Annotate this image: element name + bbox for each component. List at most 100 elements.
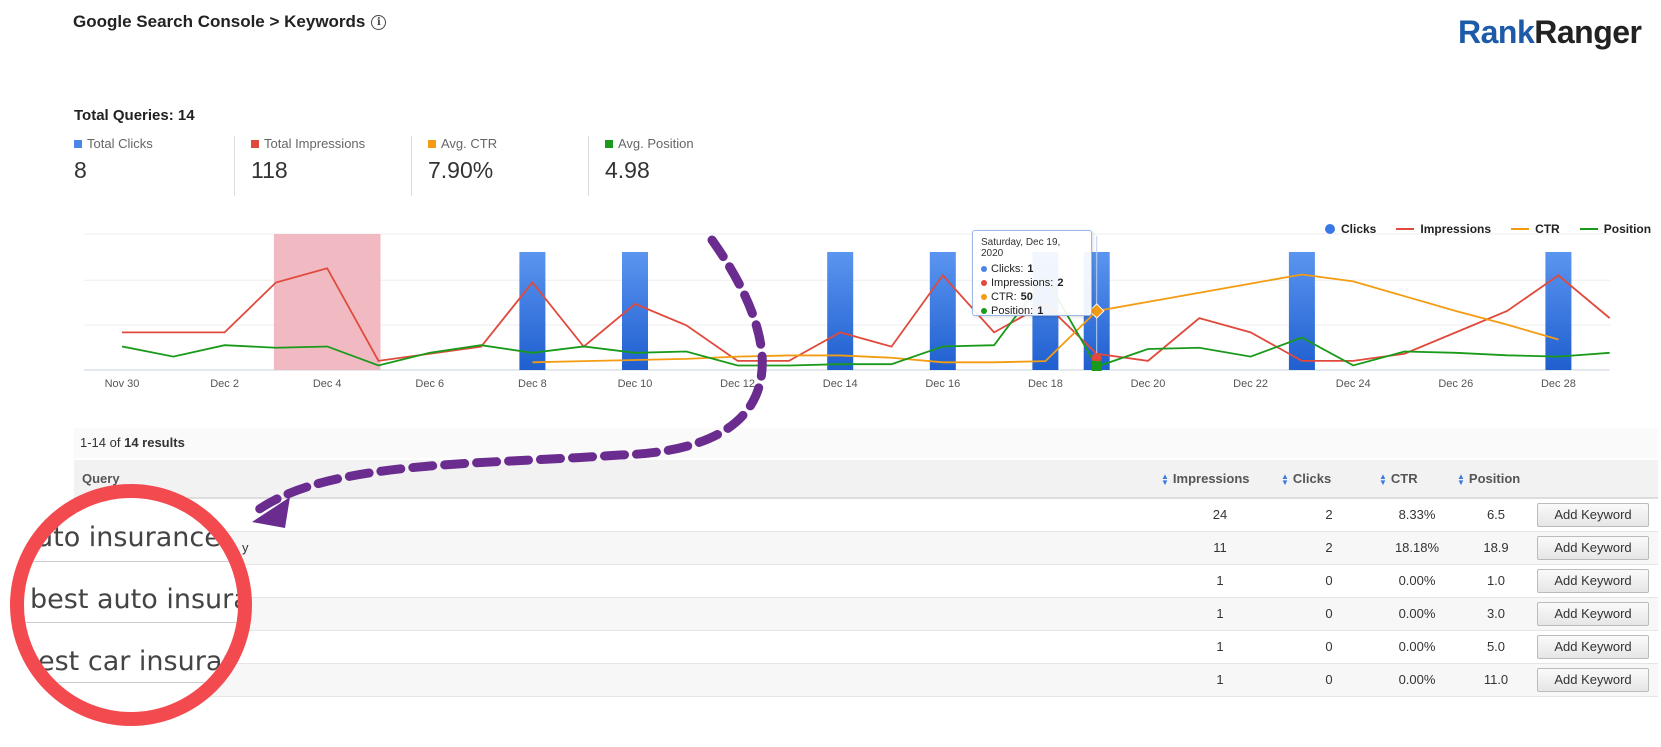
stat-avg-position: Avg. Position 4.98 [589,136,765,196]
chart-legend: Clicks Impressions CTR Position [1325,222,1651,236]
legend-impressions-marker [1396,228,1415,230]
add-keyword-button[interactable]: Add Keyword [1537,601,1649,626]
tooltip-ctr-dot [981,294,987,300]
stat-total-impressions: Total Impressions 118 [235,136,412,196]
tooltip-date: Saturday, Dec 19, 2020 [981,237,1061,259]
legend-position[interactable]: Position [1579,222,1651,236]
x-tick-label: Dec 28 [1541,378,1576,390]
x-tick-label: Dec 8 [518,378,547,390]
x-tick-label: Dec 12 [720,378,755,390]
cell-position: 6.5 [1486,507,1506,523]
cell-clicks: 2 [1325,540,1333,555]
sort-icon[interactable]: ▲ ▼ [1457,471,1465,487]
sort-icon[interactable]: ▲ ▼ [1281,471,1289,487]
tooltip-ctr-label: CTR: [991,291,1017,303]
cell-clicks: 0 [1325,606,1333,621]
results-count: 1-14 of 14 results [74,428,1658,458]
x-tick-label: Dec 18 [1028,378,1063,390]
legend-clicks[interactable]: Clicks [1325,222,1376,236]
cell-impressions: 24 [1212,507,1228,523]
cell-query: y [242,540,249,555]
col-clicks[interactable]: ▲ ▼ Clicks [1280,460,1378,498]
col-ctr-label: CTR [1390,471,1418,486]
col-query[interactable]: Query [82,471,120,486]
legend-ctr-marker [1511,228,1530,230]
stat-value: 4.98 [605,157,650,183]
impressions-swatch [251,139,259,148]
table-row: 1 0 0.00% 1.0 Add Keyword [74,564,1658,597]
stat-label: Total Clicks [87,136,153,151]
cell-action: Add Keyword [1536,630,1658,663]
x-tick-label: Dec 24 [1336,378,1371,390]
position-swatch [605,139,613,148]
total-queries: Total Queries: 14 [74,107,195,124]
zoom-divider [24,682,238,683]
tooltip-clicks-dot [981,266,987,272]
logo-ranger: Ranger [1534,14,1642,50]
cell-position: 18.9 [1483,540,1509,555]
legend-impressions[interactable]: Impressions [1396,222,1491,236]
tooltip-clicks-value: 1 [1027,263,1034,275]
tooltip-ctr-value: 50 [1020,291,1033,303]
legend-clicks-marker [1325,224,1335,234]
cell-impressions: 1 [1216,606,1224,621]
keywords-chart[interactable]: Nov 30 Dec 2 Dec 4 Dec 6 Dec 8 Dec 10 Dec 12 De… [0,220,1661,420]
position-marker [1091,361,1102,371]
tooltip-impressions-value: 2 [1057,277,1064,289]
cell-position: 3.0 [1486,606,1506,621]
chart-tooltip: Saturday, Dec 19, 2020 Clicks: 1 Impressi… [972,230,1092,317]
x-tick-label: Dec 14 [823,378,858,390]
tooltip-impressions-dot [981,280,987,286]
cell-impressions: 1 [1216,639,1224,654]
table-row: 24 2 8.33% 6.5 Add Keyword [74,498,1658,531]
stat-value: 7.90% [428,157,494,183]
sort-icon[interactable]: ▲ ▼ [1161,471,1169,487]
col-position-label: Position [1468,471,1521,486]
col-ctr[interactable]: ▲ ▼ CTR [1378,460,1456,498]
cell-position: 1.0 [1486,573,1506,588]
cell-action: Add Keyword [1536,663,1658,696]
table-row: y 11 2 18.18% 18.9 Add Keyword [74,531,1658,564]
ctr-swatch [428,139,436,148]
cell-position: 11.0 [1483,672,1509,687]
cell-ctr: 0.00% [1398,672,1436,687]
cell-action: Add Keyword [1536,498,1658,531]
table-row: 1 0 0.00% 11.0 Add Keyword [74,663,1658,696]
tooltip-clicks-label: Clicks: [991,263,1024,275]
keywords-table-wrapper: Query ▲ ▼ Impressions ▲ ▼ Clicks ▲ ▼ CTR ▲ ▼ Pos… [74,460,1658,697]
stat-avg-ctr: Avg. CTR 7.90% [412,136,589,196]
col-impressions[interactable]: ▲ ▼ Impressions [1160,460,1280,498]
logo-rank: Rank [1458,14,1535,50]
add-keyword-button[interactable]: Add Keyword [1537,535,1649,560]
legend-label: Clicks [1341,222,1377,236]
clicks-bar [1545,252,1572,370]
x-tick-label: Dec 10 [618,378,653,390]
x-tick-label: Dec 22 [1233,378,1268,390]
summary-stats: Total Clicks 8 Total Impressions 118 Avg… [74,136,765,196]
x-tick-label: Dec 4 [313,378,342,390]
table-header-row: Query ▲ ▼ Impressions ▲ ▼ Clicks ▲ ▼ CTR ▲ ▼ Pos… [74,460,1658,498]
zoom-query-2: best auto insurance [30,584,250,615]
clicks-bar [827,252,854,370]
x-tick-label: Dec 2 [210,378,239,390]
col-impressions-label: Impressions [1172,471,1250,486]
cell-ctr: 8.33% [1398,507,1436,523]
cell-action: Add Keyword [1536,531,1658,564]
add-keyword-button[interactable]: Add Keyword [1537,568,1649,593]
add-keyword-button[interactable]: Add Keyword [1537,502,1649,527]
results-range: 1-14 of [80,435,125,450]
cell-clicks: 0 [1325,639,1333,654]
col-position[interactable]: ▲ ▼ Position [1456,460,1536,498]
legend-position-marker [1579,228,1598,230]
cell-clicks: 0 [1325,672,1333,687]
add-keyword-button[interactable]: Add Keyword [1537,667,1649,692]
x-tick-label: Dec 26 [1438,378,1473,390]
add-keyword-button[interactable]: Add Keyword [1537,634,1649,659]
results-total: 14 results [124,435,185,450]
impressions-marker [1091,353,1102,363]
info-icon[interactable]: i [371,14,387,30]
sort-icon[interactable]: ▲ ▼ [1379,471,1387,487]
cell-position: 5.0 [1486,639,1506,654]
legend-ctr[interactable]: CTR [1511,222,1560,236]
tooltip-impressions-label: Impressions: [991,277,1054,289]
